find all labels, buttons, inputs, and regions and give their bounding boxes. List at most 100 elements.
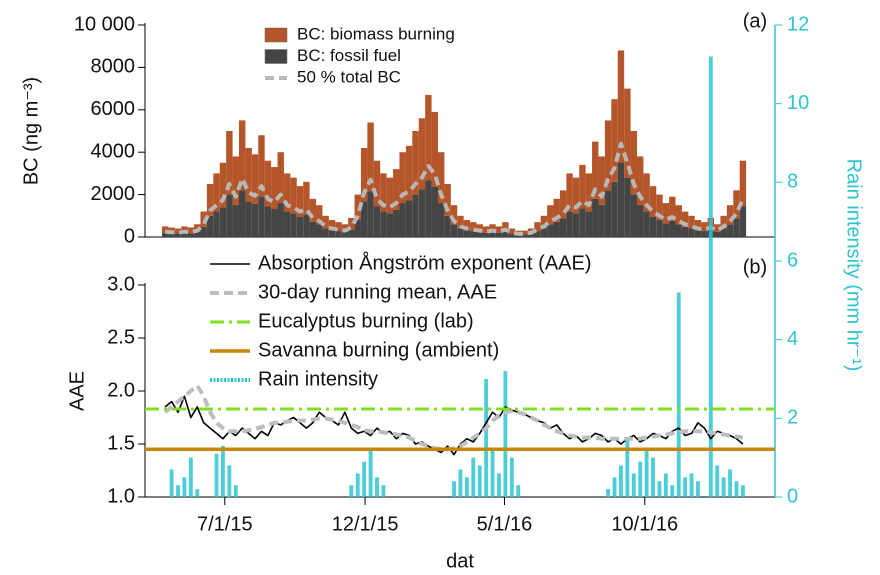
bar-segment (656, 194, 663, 221)
bar-segment (495, 226, 503, 233)
y2-tick-label: 10 (787, 92, 809, 114)
rain-bar (721, 477, 726, 497)
bar-segment (489, 224, 496, 232)
bar-segment (720, 228, 727, 237)
bar-segment (675, 205, 682, 225)
bar-segment (213, 211, 220, 237)
bar-segment (502, 222, 509, 232)
bar-segment (694, 230, 702, 237)
legend-label: BC: fossil fuel (297, 46, 401, 65)
legend-label: 50 % total BC (297, 67, 401, 86)
rain-bar (509, 457, 514, 497)
bar-segment (534, 231, 541, 237)
rain-bar (619, 465, 623, 497)
rain-bar (221, 445, 225, 497)
bar-segment (277, 152, 284, 204)
bar-segment (540, 215, 548, 229)
bar-segment (611, 99, 618, 182)
bar-segment (495, 232, 503, 237)
legend-label: Savanna burning (ambient) (258, 339, 499, 361)
rain-bar (497, 473, 501, 497)
bar-segment (303, 214, 310, 237)
bar-segment (226, 194, 233, 237)
legend-swatch (264, 27, 288, 43)
bar-segment (739, 206, 747, 237)
bar-segment (547, 205, 554, 225)
bar-segment (367, 122, 374, 192)
bar-segment (393, 209, 400, 237)
bar-segment (521, 234, 528, 237)
bar-segment (399, 203, 406, 237)
bar-segment (238, 190, 246, 237)
rain-bar (734, 481, 739, 497)
rain-bar (375, 477, 379, 497)
y-tick-label: 1.5 (107, 432, 135, 454)
bar-segment (348, 217, 355, 230)
bar-segment (720, 215, 727, 229)
bar-segment (194, 231, 201, 237)
bar-segment (566, 211, 573, 237)
bar-segment (701, 231, 708, 237)
bar-segment (258, 135, 265, 197)
bar-segment (367, 191, 374, 237)
bar-segment (553, 221, 560, 237)
bar-segment (437, 203, 445, 237)
bar-segment (161, 232, 169, 237)
bar-segment (360, 147, 368, 202)
bar-segment (508, 233, 516, 237)
bar-segment (598, 204, 605, 237)
bar-segment (572, 213, 580, 237)
bar-segment (309, 221, 317, 237)
bar-segment (168, 233, 175, 237)
y-tick-label: 2.5 (107, 326, 135, 348)
y-tick-label: 2000 (91, 183, 136, 205)
bar-segment (251, 154, 259, 204)
bar-segment (624, 177, 631, 237)
bar-segment (335, 231, 342, 237)
y2-tick-label: 0 (787, 485, 798, 507)
bar-segment (245, 201, 252, 237)
bar-segment (457, 215, 464, 229)
rain-bar (362, 461, 367, 497)
legend-label: Absorption Ångström exponent (AAE) (258, 251, 592, 274)
bar-segment (418, 118, 426, 190)
rain-bar (368, 449, 373, 497)
bar-segment (373, 206, 381, 237)
y-tick-label: 4000 (91, 140, 136, 162)
bar-segment (604, 190, 612, 237)
bar-segment (598, 156, 605, 205)
bar-segment (508, 228, 516, 234)
rain-bar (227, 465, 232, 497)
bar-segment (271, 167, 278, 210)
bar-segment (296, 186, 304, 217)
x-axis-title: dat (446, 550, 474, 572)
bar-segment (688, 228, 695, 237)
bar-segment (303, 181, 310, 215)
bar-segment (251, 203, 259, 237)
rain-bar (663, 473, 668, 497)
bar-segment (174, 228, 182, 234)
y2-tick-label: 4 (787, 328, 798, 350)
rain-bar (490, 449, 495, 497)
bar-segment (245, 147, 252, 202)
bar-segment (714, 231, 721, 237)
legend-swatch (264, 49, 288, 64)
bar-segment (502, 231, 509, 237)
bar-segment (572, 177, 580, 214)
bar-segment (643, 173, 650, 212)
rain-bar (503, 371, 508, 497)
bar-segment (553, 198, 560, 222)
y-axis-title: AAE (66, 371, 88, 411)
rain-bar (464, 477, 469, 497)
bar-segment (283, 173, 291, 212)
bar-segment (444, 215, 451, 237)
bar-segment (174, 233, 182, 237)
bar-segment (200, 211, 207, 227)
bar-segment (733, 218, 740, 237)
bar-segment (341, 224, 349, 232)
bar-segment (701, 222, 708, 232)
y2-tick-label: 6 (787, 249, 798, 271)
bar-segment (373, 160, 381, 207)
bar-segment (405, 145, 413, 201)
